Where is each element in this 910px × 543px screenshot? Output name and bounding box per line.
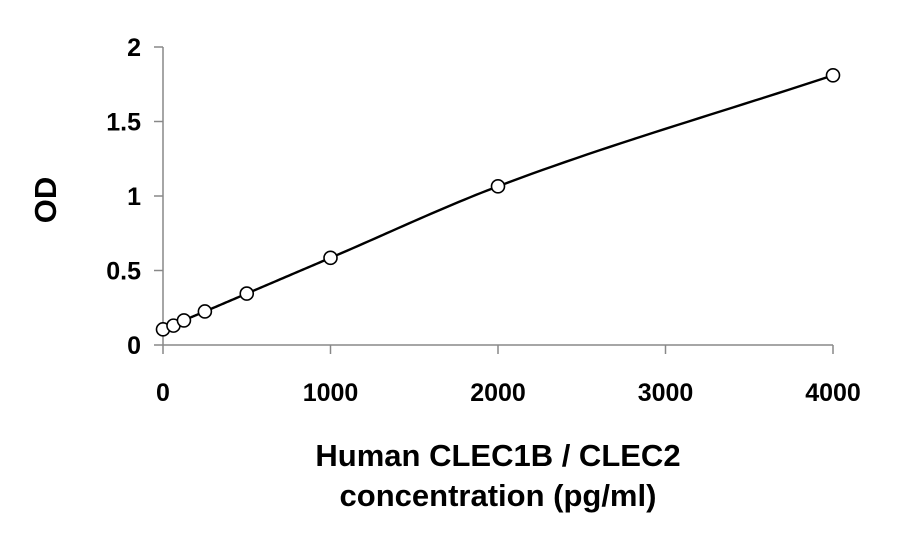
- y-tick-label: 1.5: [106, 109, 141, 137]
- data-point: [825, 68, 841, 83]
- data-point: [176, 313, 192, 328]
- data-point: [197, 304, 213, 319]
- y-tick-label: 0: [127, 332, 141, 360]
- x-tick-label: 1000: [303, 379, 359, 407]
- x-tick-label: 4000: [805, 379, 861, 407]
- y-tick-label: 2: [127, 34, 141, 62]
- data-point: [490, 179, 506, 194]
- x-axis-title-line-1: Human CLEC1B / CLEC2: [315, 438, 680, 473]
- data-point: [239, 286, 255, 301]
- y-ticks: 0 0.5 1 1.5 2: [106, 34, 163, 360]
- data-points: [155, 68, 841, 337]
- y-tick-label: 0.5: [106, 258, 141, 286]
- axes: [162, 47, 833, 346]
- y-tick-label: 1: [127, 183, 141, 211]
- x-tick-label: 2000: [470, 379, 526, 407]
- x-ticks: 0 1000 2000 3000 4000: [156, 345, 861, 407]
- x-tick-label: 3000: [638, 379, 694, 407]
- fit-curve-group: [162, 74, 834, 331]
- y-axis-title: OD: [28, 177, 63, 224]
- x-axis-title-line-2: concentration (pg/ml): [340, 478, 657, 513]
- x-tick-label: 0: [156, 379, 170, 407]
- data-point: [323, 250, 338, 266]
- fit-curve: [162, 74, 834, 331]
